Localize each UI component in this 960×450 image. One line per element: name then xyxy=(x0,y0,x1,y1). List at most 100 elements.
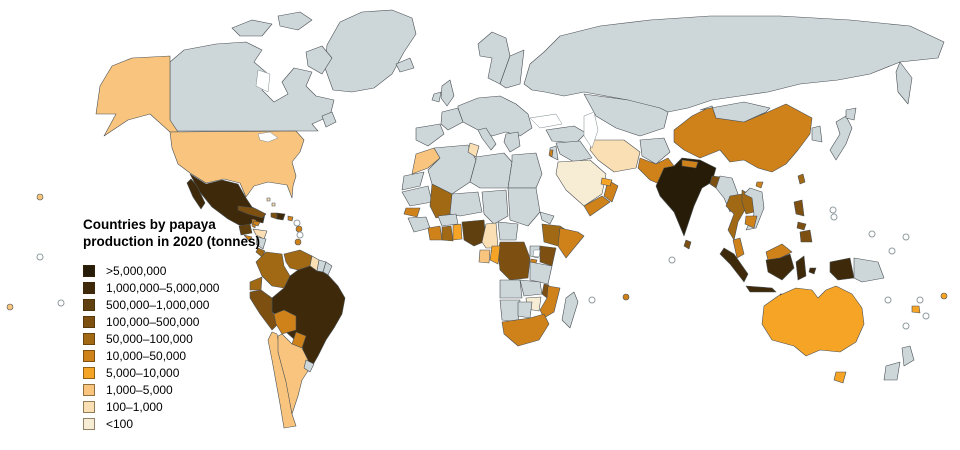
country-indonesia-kalimantan xyxy=(765,253,795,281)
country-usa-hawaii xyxy=(36,193,44,201)
island-vanuatu xyxy=(916,296,924,304)
legend-label: <100 xyxy=(106,416,134,431)
country-philippines-luzon xyxy=(793,199,805,217)
legend-item: <100 xyxy=(83,415,293,432)
country-nigeria xyxy=(461,219,487,247)
sea-black xyxy=(529,113,563,129)
country-usa xyxy=(169,130,305,199)
island-micronesia-1 xyxy=(829,206,837,214)
legend-item: 10,000–50,000 xyxy=(83,347,293,364)
country-korea xyxy=(811,125,823,143)
legend-label: 50,000–100,000 xyxy=(106,331,193,346)
country-central-african-republic xyxy=(497,221,519,241)
country-afghanistan xyxy=(639,137,671,165)
country-australia xyxy=(761,285,865,357)
country-el-salvador xyxy=(243,234,253,242)
island-tuvalu xyxy=(888,247,896,255)
legend-swatch xyxy=(83,349,95,362)
country-central-europe xyxy=(457,95,533,137)
legend-swatch xyxy=(83,264,95,277)
country-chad xyxy=(481,189,509,225)
country-senegal xyxy=(403,207,421,218)
legend-label: 500,000–1,000,000 xyxy=(106,297,210,312)
country-vietnam xyxy=(743,187,765,231)
country-australia-tasmania xyxy=(833,371,847,384)
legend-swatch xyxy=(83,332,95,345)
country-iran xyxy=(589,139,641,173)
island-maldives xyxy=(668,256,676,264)
country-bahamas-1 xyxy=(266,197,271,202)
country-philippines-visayas xyxy=(796,221,807,231)
country-angola xyxy=(499,279,523,299)
legend-swatch xyxy=(83,366,95,379)
country-israel xyxy=(548,149,554,158)
country-mexico xyxy=(189,173,266,228)
island-comoros xyxy=(588,296,596,304)
sea-caspian xyxy=(583,111,599,149)
country-sudan xyxy=(507,187,541,227)
country-somalia xyxy=(557,227,585,259)
country-indonesia-java xyxy=(745,285,777,293)
country-guatemala xyxy=(238,223,253,236)
country-iceland xyxy=(395,57,415,73)
country-madagascar xyxy=(561,291,579,329)
country-greenland xyxy=(324,9,417,93)
country-france xyxy=(440,107,464,131)
country-samoa xyxy=(940,292,948,300)
country-puerto-rico xyxy=(287,215,294,222)
legend-label: 10,000–50,000 xyxy=(106,348,187,363)
country-bolivia xyxy=(273,309,297,335)
country-nicaragua xyxy=(255,236,267,250)
country-botswana xyxy=(517,301,533,319)
island-micronesia-2 xyxy=(830,213,838,221)
country-russia-kamchatka xyxy=(895,61,913,105)
country-canada-arctic-2 xyxy=(277,11,313,31)
country-iberia xyxy=(415,123,445,147)
country-western-sahara xyxy=(401,171,425,191)
country-fiji xyxy=(911,305,921,314)
country-united-kingdom xyxy=(440,79,455,107)
legend-item: 100,000–500,000 xyxy=(83,313,293,330)
country-new-zealand-south xyxy=(883,361,901,381)
legend-label: 5,000–10,000 xyxy=(106,365,180,380)
legend-item: 1,000,000–5,000,000 xyxy=(83,279,293,296)
country-cambodia xyxy=(744,215,758,229)
country-gabon xyxy=(478,249,491,264)
country-malaysia-borneo xyxy=(765,243,793,261)
legend-title-line1: Countries by papaya xyxy=(83,217,216,232)
lake-hudson-bay xyxy=(255,69,271,93)
legend-item: 1,000–5,000 xyxy=(83,381,293,398)
country-tanzania xyxy=(529,261,553,285)
legend-label: >5,000,000 xyxy=(106,263,167,278)
country-nepal xyxy=(681,159,699,169)
country-argentina xyxy=(277,333,311,415)
country-dominican-republic xyxy=(276,212,286,221)
legend-swatch xyxy=(83,281,95,294)
country-eritrea xyxy=(539,211,555,225)
island-kiribati xyxy=(36,253,44,261)
country-italy xyxy=(477,127,497,151)
country-bahamas-2 xyxy=(271,202,276,207)
country-jamaica xyxy=(252,220,261,227)
map-legend: Countries by papaya production in 2020 (… xyxy=(83,216,293,432)
country-indonesia-sumatra xyxy=(719,247,749,283)
legend-label: 100,000–500,000 xyxy=(106,314,200,329)
island-antilles-1 xyxy=(293,219,301,227)
country-russia xyxy=(523,15,945,113)
country-canada-arctic-1 xyxy=(231,19,273,37)
legend-label: 100–1,000 xyxy=(106,399,163,414)
country-central-asia xyxy=(583,93,669,137)
country-benin-togo xyxy=(452,223,463,241)
country-zambia xyxy=(519,279,543,297)
island-cook xyxy=(57,299,65,307)
country-indonesia-papua xyxy=(829,257,855,281)
island-solomon xyxy=(884,296,892,304)
country-uruguay xyxy=(303,359,315,373)
country-cote-divoire xyxy=(427,225,443,241)
country-saudi-arabia xyxy=(555,159,607,207)
legend-item: 100–1,000 xyxy=(83,398,293,415)
country-canada-baffin xyxy=(305,45,333,75)
country-congo xyxy=(489,245,501,265)
